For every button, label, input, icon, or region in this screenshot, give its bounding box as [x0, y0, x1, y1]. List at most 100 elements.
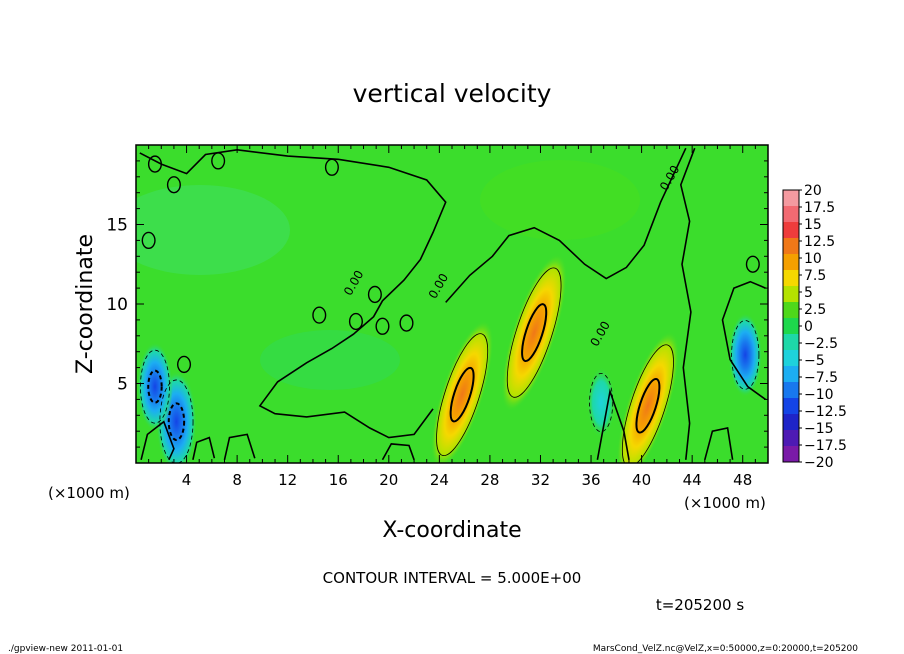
zero-contour — [223, 433, 256, 460]
updraft-core-2 — [501, 253, 567, 412]
x-tick-label: 24 — [430, 471, 449, 489]
zero-contour-loop — [745, 255, 760, 273]
colorbar-swatch — [783, 430, 799, 447]
zero-contour-loop — [399, 314, 414, 332]
colorbar-swatch — [783, 350, 799, 367]
footer-right: MarsCond_VelZ.nc@VelZ,x=0:50000,z=0:2000… — [593, 644, 858, 654]
colorbar-swatch — [783, 382, 799, 399]
weak-field-patch — [260, 330, 400, 390]
colorbar-swatch — [783, 270, 799, 287]
zero-contour-loop — [375, 317, 390, 335]
colorbar-label: 12.5 — [804, 234, 835, 250]
zero-contour — [192, 436, 216, 460]
weak-field-patch — [136, 185, 290, 275]
zero-contour — [721, 280, 766, 401]
colorbar-label: 5 — [804, 285, 813, 301]
zero-contour — [139, 148, 447, 439]
y-tick-label: 5 — [117, 375, 128, 395]
features-layer — [137, 253, 762, 463]
colorbar-swatch — [783, 446, 799, 463]
contour-line — [436, 333, 489, 457]
colorbar-label: 10 — [804, 251, 822, 267]
zero-contour-loop — [141, 231, 156, 250]
colorbar-label: 0 — [804, 319, 813, 335]
downdraft-core-7 — [586, 366, 616, 439]
zero-contour-loop — [166, 176, 181, 194]
colorbar-label: −7.5 — [804, 370, 838, 386]
zero-contour-loop — [177, 355, 192, 374]
contour-line — [589, 372, 614, 433]
contour-line — [731, 320, 760, 390]
colorbar-label: 17.5 — [804, 200, 835, 216]
zero-contour-loop — [211, 152, 226, 170]
colorbar-swatch — [783, 286, 799, 303]
x-tick-label: 20 — [379, 471, 398, 489]
colorbar: 2017.51512.5107.552.50−2.5−5−7.5−10−12.5… — [782, 183, 847, 471]
zero-contour — [704, 427, 734, 461]
colorbar-label: 7.5 — [804, 268, 826, 284]
colorbar-swatch — [783, 190, 799, 207]
colorbar-swatch — [783, 254, 799, 271]
updraft-core-1 — [430, 320, 494, 463]
colorbar-swatch — [783, 238, 799, 255]
chart-title: vertical velocity — [353, 79, 552, 108]
colorbar-swatch — [783, 318, 799, 335]
x-tick-label: 12 — [278, 471, 297, 489]
downdraft-core-5 — [137, 342, 173, 432]
colorbar-label: −5 — [804, 353, 825, 369]
x-tick-label: 16 — [329, 471, 348, 489]
colorbar-label: −12.5 — [804, 404, 847, 420]
colorbar-swatch — [783, 398, 799, 415]
zero-contour — [381, 443, 415, 461]
zero-contour-loop — [147, 155, 162, 173]
y-axis-label: Z-coordinate — [73, 234, 98, 374]
x-tick-label: 40 — [632, 471, 651, 489]
zero-contour — [596, 388, 630, 460]
contour-line — [506, 267, 562, 398]
time-text: t=205200 s — [656, 596, 744, 614]
contour-line — [140, 349, 170, 424]
colorbar-label: −2.5 — [804, 336, 838, 352]
contour-line — [621, 344, 674, 463]
colorbar-swatch — [783, 206, 799, 223]
updraft-core-3 — [616, 331, 680, 463]
colorbar-swatch — [783, 414, 799, 431]
contour-line-strong — [635, 377, 661, 434]
contour-line-strong — [167, 402, 186, 441]
x-tick-label: 48 — [733, 471, 752, 489]
colorbar-label: 20 — [804, 183, 822, 199]
contour-line-strong — [521, 303, 548, 363]
downdraft-core-6 — [728, 312, 762, 397]
footer-left: ./gpview-new 2011-01-01 — [8, 644, 123, 654]
colorbar-label: −10 — [804, 387, 834, 403]
contour-line — [159, 379, 194, 463]
x-unit-right: (×1000 m) — [684, 494, 766, 512]
zero-contour-loop — [312, 306, 327, 324]
y-tick-label: 10 — [106, 295, 128, 315]
zero-contour — [445, 147, 687, 303]
x-axis-label: X-coordinate — [382, 518, 521, 543]
zero-contour — [140, 420, 175, 461]
x-axis: 4 8 12 16 20 24 28 32 36 40 44 48 — [148, 145, 756, 489]
x-tick-label: 32 — [531, 471, 550, 489]
colorbar-swatch — [783, 334, 799, 351]
colorbar-swatch — [783, 366, 799, 383]
colorbar-swatch — [783, 302, 799, 319]
x-tick-label: 36 — [581, 471, 600, 489]
y-tick-label: 15 — [106, 216, 128, 236]
y-axis: 5 10 15 — [106, 160, 768, 448]
contour-interval-text: CONTOUR INTERVAL = 5.000E+00 — [323, 569, 582, 587]
x-unit-left: (×1000 m) — [48, 484, 130, 502]
zero-contour — [679, 147, 696, 460]
colorbar-label: −17.5 — [804, 438, 847, 454]
contour-line-strong — [147, 369, 163, 404]
zero-contour-loop — [367, 285, 382, 304]
colorbar-swatch — [783, 222, 799, 239]
weak-field-patch — [480, 160, 640, 240]
colorbar-label: −20 — [804, 455, 834, 471]
zero-contour-loop — [324, 158, 339, 176]
x-tick-label: 4 — [182, 471, 192, 489]
plot-area: 0.00 0.000.000.00 — [136, 145, 768, 463]
colorbar-label: −15 — [804, 421, 834, 437]
